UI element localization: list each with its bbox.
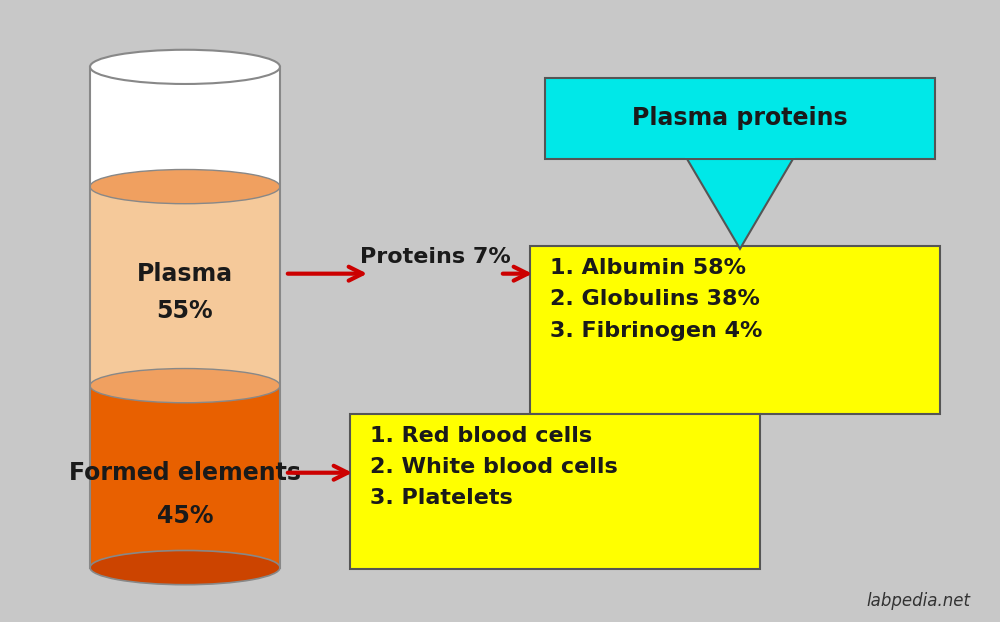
Text: 1. Albumin 58%
2. Globulins 38%
3. Fibrinogen 4%: 1. Albumin 58% 2. Globulins 38% 3. Fibri… (550, 258, 762, 340)
Text: 55%: 55% (157, 299, 213, 323)
Text: Formed elements: Formed elements (69, 461, 301, 485)
FancyBboxPatch shape (545, 78, 935, 159)
Ellipse shape (90, 169, 280, 204)
FancyBboxPatch shape (350, 414, 760, 569)
FancyBboxPatch shape (530, 246, 940, 414)
Text: 45%: 45% (157, 504, 213, 528)
Text: Proteins 7%: Proteins 7% (360, 248, 510, 267)
Text: Plasma: Plasma (137, 262, 233, 285)
Polygon shape (90, 386, 280, 567)
Ellipse shape (90, 50, 280, 84)
Polygon shape (685, 156, 795, 249)
Text: 1. Red blood cells
2. White blood cells
3. Platelets: 1. Red blood cells 2. White blood cells … (370, 426, 618, 508)
Polygon shape (90, 67, 280, 187)
Text: labpedia.net: labpedia.net (866, 592, 970, 610)
Polygon shape (685, 152, 795, 158)
Text: Plasma proteins: Plasma proteins (632, 106, 848, 130)
Ellipse shape (90, 550, 280, 585)
Ellipse shape (90, 368, 280, 403)
Polygon shape (90, 187, 280, 386)
